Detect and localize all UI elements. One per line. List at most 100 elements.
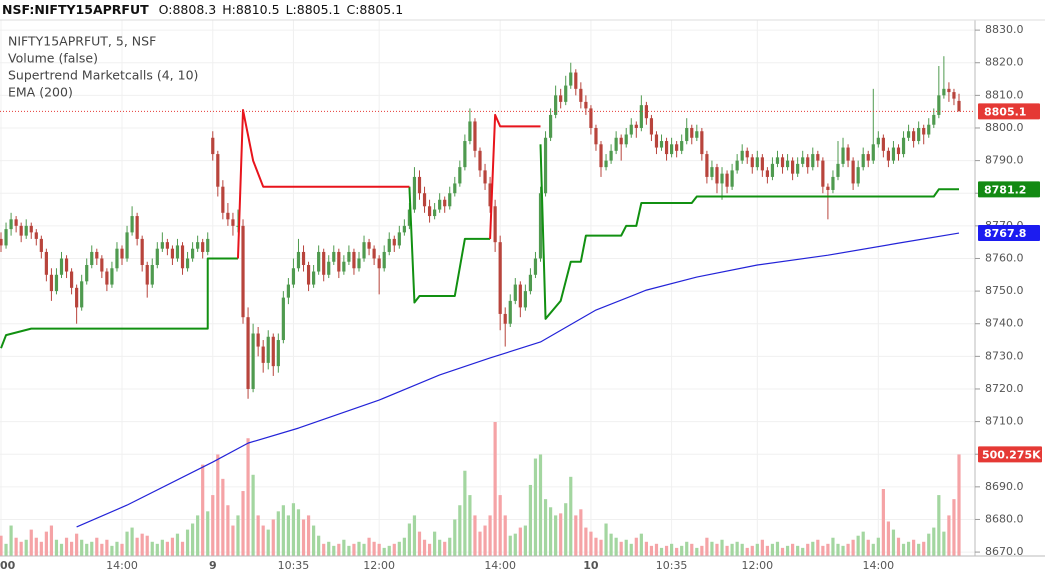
volume-tag-label: 500.275K [982,448,1041,461]
candle-body [64,258,69,272]
candle-body [443,199,447,207]
candle-body [427,206,432,217]
candle-body [306,265,311,285]
candle-body [523,291,527,308]
volume-bar [579,509,583,556]
candle-body [619,137,623,145]
volume-bar [518,527,522,556]
volume-bar [0,535,3,556]
volume-bar [816,539,820,556]
volume-bar [185,529,190,556]
volume-bar [523,525,527,556]
volume-bar [599,539,603,556]
volume-bar [392,543,396,556]
volume-bar [95,537,99,556]
volume-bar [906,541,911,556]
volume-bar [947,515,951,556]
volume-bar [685,541,689,556]
volume-bar [170,537,175,556]
candle-body [433,209,437,217]
volume-bar [559,513,563,556]
candle-body [206,238,210,252]
volume-bar [791,543,795,556]
volume-bar [206,511,210,556]
volume-bar [291,503,296,556]
volume-bar [130,527,134,556]
volume-bar [619,541,623,556]
candle-body [246,317,250,389]
candle-body [221,186,225,213]
candle-body [493,206,497,243]
candle-body [695,131,699,138]
candle-body [69,271,74,288]
candle-body [301,251,306,266]
candle-body [574,72,578,89]
volume-bar [594,537,598,556]
candle-body [912,131,916,142]
candle-body [785,160,790,168]
candle-body [130,216,134,233]
volume-bar [458,505,462,556]
candle-body [241,225,245,318]
volume-bar [115,541,119,556]
candle-body [725,173,729,187]
volume-bar [241,491,245,556]
candle-body [327,261,331,275]
y-tick-label: 8790.0 [985,154,1024,167]
price-tag-label: 8767.8 [984,227,1026,240]
candle-body [312,271,316,285]
volume-bar [251,474,255,556]
y-tick-label: 8830.0 [985,23,1024,36]
candle-body [796,163,800,174]
candle-body [901,137,906,155]
candle-body [0,238,3,246]
candle-body [947,88,951,93]
volume-bar [216,454,220,556]
volume-bar [775,541,780,556]
candle-body [629,124,633,135]
candle-body [251,333,255,389]
candle-body [548,114,553,138]
volume-bar [952,499,956,556]
candle-body [201,242,205,252]
volume-bar [175,533,180,556]
candle-body [528,274,533,292]
price-tag [978,181,1040,198]
volume-bar [417,531,422,556]
volume-bar [226,505,230,556]
volume-bar [221,478,225,556]
volume-bar [337,543,341,556]
candle-body [791,160,795,174]
candle-body [841,147,845,164]
volume-bar [584,527,588,556]
volume-bar [806,543,810,556]
volume-bar [700,545,704,556]
candle-body [816,154,820,161]
volume-bar [554,515,558,556]
candle-body [377,258,381,269]
volume-bar [937,495,941,556]
candle-body [599,144,603,168]
volume-bar [876,537,880,556]
volume-bar [690,543,694,556]
volume-bar [755,543,759,556]
candle-body [886,150,891,161]
candle-body [811,154,815,168]
candle-body [342,261,346,272]
volume-bar [675,547,679,556]
candle-body [508,300,512,324]
volume-bar [811,541,815,556]
candle-body [922,127,926,135]
candle-body [664,141,669,155]
candle-body [85,265,89,282]
candle-body [372,248,376,259]
volume-bar [932,527,936,556]
candle-body [155,248,159,266]
volume-bar [735,541,739,556]
volume-bar [352,543,356,556]
candle-body [266,336,270,363]
candle-body [392,238,396,246]
volume-bar [196,515,200,556]
candle-body [745,150,749,158]
